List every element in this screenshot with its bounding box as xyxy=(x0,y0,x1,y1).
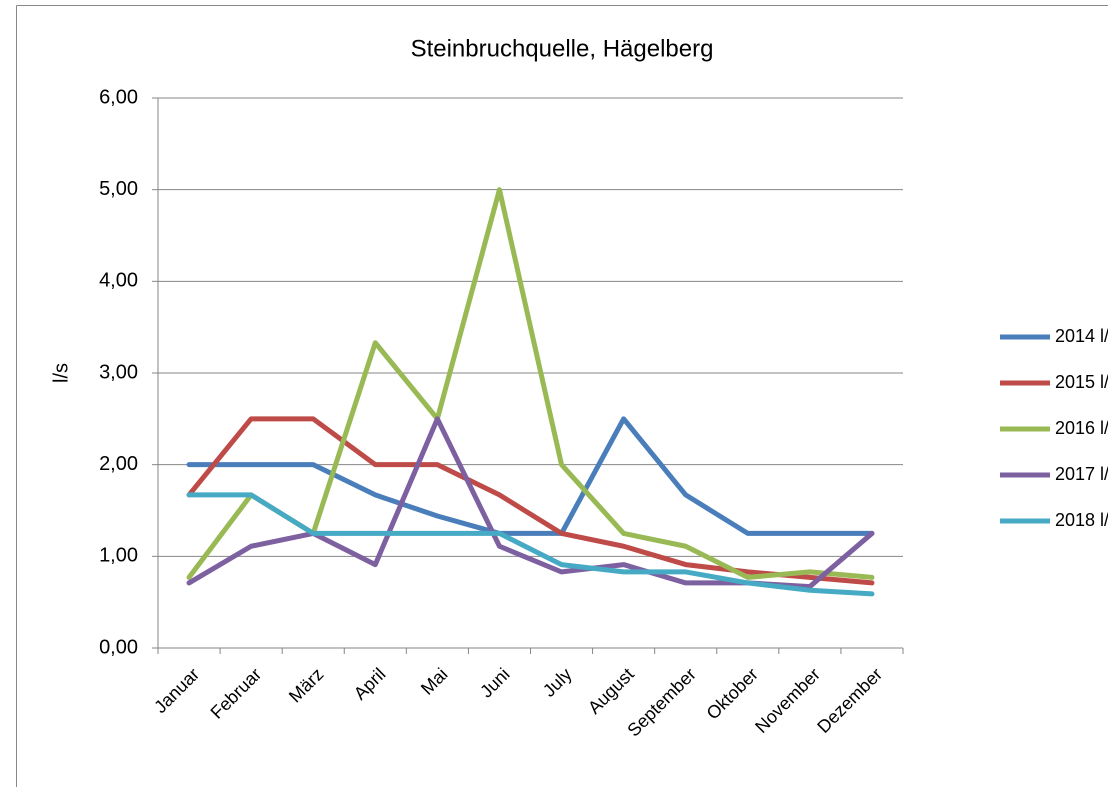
series-line xyxy=(186,416,875,586)
legend-label: 2016 l/s xyxy=(1055,418,1108,438)
series-line xyxy=(186,416,875,590)
y-tick-label: 6,00 xyxy=(99,86,138,108)
x-tick-label: März xyxy=(285,664,327,706)
chart-title: Steinbruchquelle, Hägelberg xyxy=(411,35,714,62)
y-tick-label: 0,00 xyxy=(99,636,138,658)
x-tick-label: August xyxy=(584,664,638,718)
x-tick-label: July xyxy=(539,664,576,701)
y-axis-title: l/s xyxy=(50,363,72,383)
x-tick-label: Oktober xyxy=(703,664,762,723)
x-tick-label: Mai xyxy=(417,664,452,699)
y-tick-label: 5,00 xyxy=(99,178,138,200)
x-tick-label: Juni xyxy=(476,664,513,701)
y-tick-label: 1,00 xyxy=(99,545,138,567)
series-line xyxy=(186,416,875,536)
y-tick-label: 2,00 xyxy=(99,453,138,475)
y-tick-label: 3,00 xyxy=(99,361,138,383)
x-tick-label: November xyxy=(751,664,824,737)
legend-label: 2018 l/s xyxy=(1055,510,1108,530)
legend-label: 2015 l/s xyxy=(1055,372,1108,392)
x-tick-label: Januar xyxy=(150,664,203,717)
legend-label: 2014 l/s xyxy=(1055,326,1108,346)
legend-label: 2017 l/s xyxy=(1055,464,1108,484)
x-tick-label: April xyxy=(350,664,390,704)
y-tick-label: 4,00 xyxy=(99,270,138,292)
x-tick-label: Dezember xyxy=(813,664,886,737)
x-tick-label: Februar xyxy=(207,664,266,723)
series-line xyxy=(186,492,875,597)
